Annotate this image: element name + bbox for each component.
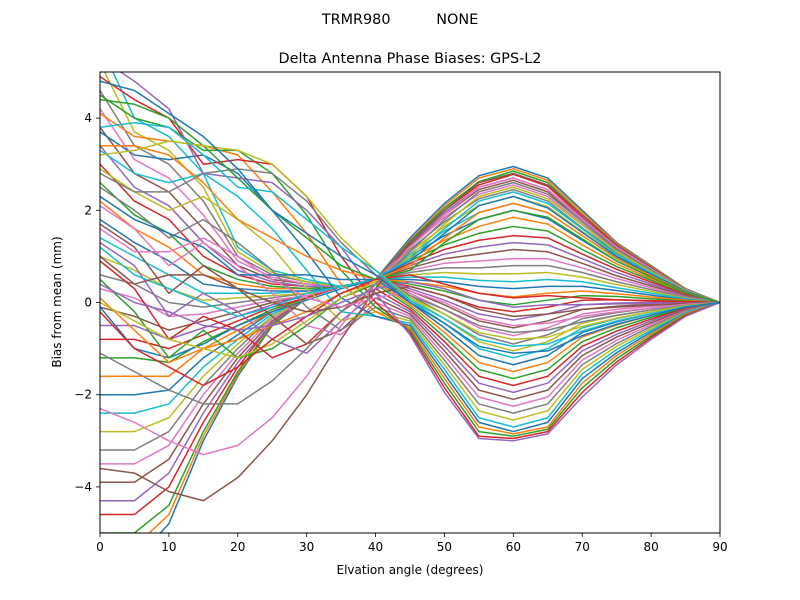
series-line [100, 241, 720, 394]
x-tick-label: 50 [437, 540, 452, 554]
series-line [100, 108, 720, 337]
y-tick-label: 0 [84, 296, 92, 310]
x-tick-label: 10 [161, 540, 176, 554]
x-tick-label: 90 [712, 540, 727, 554]
x-tick-label: 70 [575, 540, 590, 554]
series-line [100, 181, 720, 405]
x-axis-label: Elvation angle (degrees) [337, 563, 484, 577]
series-line [100, 80, 720, 354]
y-tick-label: 2 [84, 203, 92, 217]
y-tick-label: −2 [74, 388, 92, 402]
x-tick-label: 0 [96, 540, 104, 554]
series-line [100, 255, 720, 318]
y-tick-label: 4 [84, 111, 92, 125]
x-axis: 0 10 20 30 40 50 60 70 80 90 [96, 533, 728, 554]
series-line [100, 228, 720, 327]
series-line [100, 234, 720, 350]
series-line [100, 94, 720, 437]
series-line [100, 121, 720, 348]
series-lines [100, 72, 720, 533]
series-line [100, 168, 720, 334]
series-line [100, 248, 720, 331]
y-axis: −4 −2 0 2 4 [74, 111, 100, 494]
x-tick-label: 30 [299, 540, 314, 554]
series-line [100, 202, 720, 414]
series-line [100, 140, 720, 341]
series-line [100, 260, 720, 387]
series-line [100, 278, 720, 380]
plot-frame [99, 71, 721, 534]
y-tick-label: −4 [74, 480, 92, 494]
series-line [100, 274, 720, 387]
x-tick-label: 40 [368, 540, 383, 554]
series-line [100, 186, 720, 414]
series-line [100, 186, 720, 359]
x-tick-label: 20 [230, 540, 245, 554]
series-line [100, 168, 720, 421]
series-line [100, 218, 720, 304]
series-line [100, 264, 720, 308]
chart-suptitle: TRMR980 NONE [321, 12, 478, 28]
series-line [100, 145, 720, 304]
series-line [100, 281, 720, 331]
series-line [100, 205, 720, 407]
series-line [100, 177, 720, 456]
chart-title: Delta Antenna Phase Biases: GPS-L2 [279, 51, 542, 67]
series-line [100, 223, 720, 401]
series-line [100, 191, 720, 318]
x-tick-label: 80 [643, 540, 658, 554]
y-axis-label: Bias from mean (mm) [50, 236, 64, 367]
x-tick-label: 60 [506, 540, 521, 554]
series-line [100, 195, 720, 304]
series-line [100, 172, 720, 502]
series-line [100, 75, 720, 440]
